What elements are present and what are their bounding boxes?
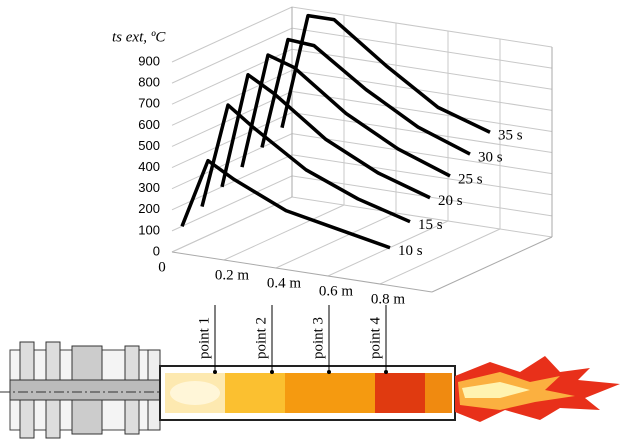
flame-zone [375, 373, 425, 413]
annotation: point 3 [310, 317, 326, 359]
series-line [200, 103, 411, 224]
lines: 10 s 15 s 20 s 25 s 30 s 35 s [180, 13, 523, 259]
x-tick-label: 0.4 m [267, 275, 302, 291]
series-label: 15 s [418, 217, 443, 233]
pointer-dot [270, 370, 274, 374]
flame-zone [225, 373, 285, 413]
y-axis-label: ts ext, ºC [112, 29, 166, 45]
series-line [180, 158, 391, 250]
pointer-dot [327, 370, 331, 374]
axis-edge [171, 251, 433, 293]
flame [462, 382, 530, 398]
annotation: point 2 [253, 317, 269, 359]
x-tick-label: 0.6 m [319, 283, 354, 299]
grid-line [327, 31, 449, 277]
y-tick-label: 900 [138, 53, 160, 68]
series-line [240, 53, 451, 178]
flame-core [170, 381, 220, 405]
series-label: 35 s [498, 128, 523, 144]
burner [0, 341, 620, 439]
y-tick-label: 800 [138, 75, 160, 90]
grid-line [379, 39, 501, 285]
series-line [280, 13, 491, 134]
series-label: 25 s [458, 171, 483, 187]
y-tick-label: 400 [138, 159, 160, 174]
grid-line [171, 6, 553, 63]
annotation: point 1 [196, 317, 212, 359]
x-tick-label: 0.2 m [215, 267, 250, 283]
grid-line [275, 23, 397, 269]
series-label: 30 s [478, 150, 503, 166]
y-tick-label: 700 [138, 96, 160, 111]
grid-line [171, 7, 293, 253]
pointer-dot [213, 370, 217, 374]
y-tick-label: 300 [138, 180, 160, 195]
series-label: 10 s [398, 243, 423, 259]
axis-edge [431, 236, 553, 293]
y-tick-label: 200 [138, 201, 160, 216]
pointer-dot [384, 370, 388, 374]
series-line [220, 73, 431, 200]
shaft [9, 379, 161, 401]
annotation: point 4 [367, 316, 383, 359]
series-line [260, 37, 471, 156]
y-tick-label: 100 [138, 222, 160, 237]
x-tick-label: 0.8 m [371, 291, 406, 307]
y-tick-label: 500 [138, 138, 160, 153]
x-tick-label: 0 [158, 259, 166, 275]
flame-zone [285, 373, 375, 413]
series-label: 20 s [438, 193, 463, 209]
annotations: point 1 point 2 point 3 point 4 [196, 305, 388, 374]
y-tick-label: 0 [153, 243, 160, 258]
flame-zone [425, 373, 452, 413]
y-tick-label: 600 [138, 117, 160, 132]
grid-line [223, 15, 345, 261]
